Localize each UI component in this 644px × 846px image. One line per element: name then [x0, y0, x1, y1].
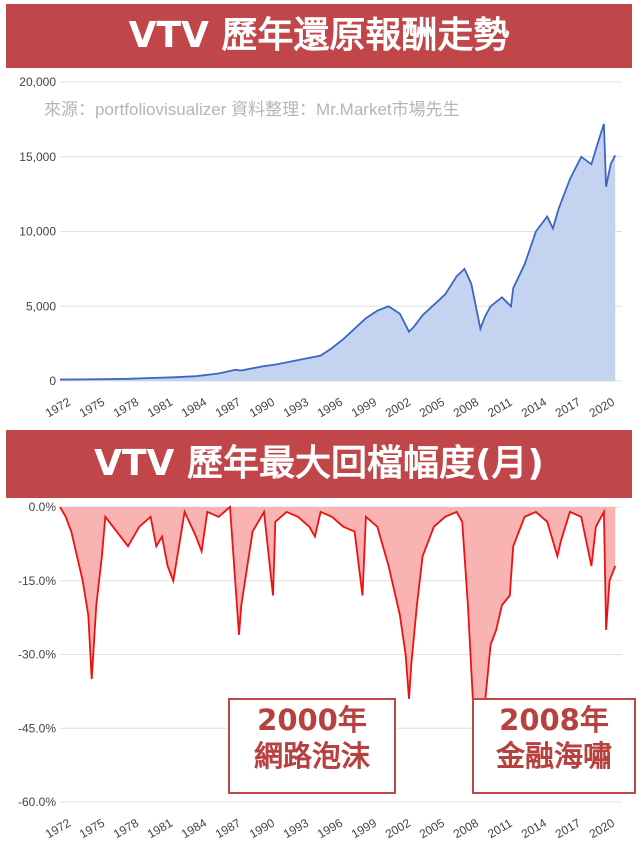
bottom-chart-y-ticks: 0.0% -15.0% -30.0% -45.0% -60.0%: [18, 500, 56, 809]
x-tick-label: 1972: [43, 816, 73, 842]
x-tick-label: 1984: [179, 816, 209, 842]
x-tick-label: 2002: [383, 816, 413, 842]
x-tick-label: 1993: [281, 816, 311, 842]
x-tick-label: 2005: [417, 816, 447, 842]
y-tick-label: -45.0%: [18, 721, 56, 735]
x-tick-label: 2005: [417, 395, 447, 421]
x-tick-label: 1972: [43, 395, 73, 421]
x-tick-label: 1993: [281, 395, 311, 421]
x-tick-label: 1975: [77, 395, 107, 421]
x-tick-label: 1978: [111, 816, 141, 842]
y-tick-label: -60.0%: [18, 795, 56, 809]
crisis-callout-year: 2008年: [499, 703, 609, 737]
y-tick-label: -15.0%: [18, 574, 56, 588]
y-tick-label: 5,000: [26, 299, 56, 313]
top-chart-y-ticks: 0 5,000 10,000 15,000 20,000: [19, 75, 56, 388]
x-tick-label: 1981: [145, 816, 175, 842]
x-tick-label: 1996: [315, 395, 345, 421]
y-tick-label: 15,000: [19, 150, 56, 164]
y-tick-label: 0.0%: [29, 500, 57, 514]
x-tick-label: 1984: [179, 395, 209, 421]
x-tick-label: 2011: [485, 816, 515, 841]
x-tick-label: 1987: [213, 816, 243, 842]
x-tick-label: 2008: [451, 816, 481, 842]
x-tick-label: 1999: [349, 395, 379, 421]
bottom-chart-x-ticks: 1972 1975 1978 1981 1984 1987 1990 1993 1996 1999…: [43, 816, 617, 842]
bottom-chart-title-banner: VTV 歷年最大回檔幅度(月): [6, 430, 632, 498]
x-tick-label: 1999: [349, 816, 379, 842]
x-tick-label: 2017: [553, 395, 583, 421]
x-tick-label: 1975: [77, 816, 107, 842]
x-tick-label: 2020: [587, 816, 617, 842]
top-chart-line: [59, 123, 617, 381]
x-tick-label: 2002: [383, 395, 413, 421]
x-tick-label: 2008: [451, 395, 481, 421]
y-tick-label: 0: [49, 374, 56, 388]
top-chart-x-ticks: 1972 1975 1978 1981 1984 1987 1990 1993 1996 1999…: [43, 395, 617, 421]
financial-crisis-callout: 2008年 金融海嘯: [472, 698, 636, 794]
source-note: 來源：portfoliovisualizer 資料整理：Mr.Market市場先…: [44, 100, 460, 119]
x-tick-label: 2017: [553, 816, 583, 842]
x-tick-label: 1987: [213, 395, 243, 421]
x-tick-label: 1978: [111, 395, 141, 421]
x-tick-label: 1990: [247, 395, 277, 421]
x-tick-label: 1981: [145, 395, 175, 421]
dotcom-callout-label: 網路泡沫: [253, 739, 370, 773]
top-chart-title-banner: VTV 歷年還原報酬走勢: [6, 4, 632, 68]
x-tick-label: 2014: [519, 395, 549, 421]
x-tick-label: 1990: [247, 816, 277, 842]
y-tick-label: 10,000: [19, 225, 56, 239]
x-tick-label: 1996: [315, 816, 345, 842]
x-tick-label: 2020: [587, 395, 617, 421]
dotcom-callout-year: 2000年: [257, 703, 367, 737]
y-tick-label: 20,000: [19, 75, 56, 89]
x-tick-label: 2014: [519, 816, 549, 842]
x-tick-label: 2011: [485, 395, 515, 420]
y-tick-label: -30.0%: [18, 648, 56, 662]
top-chart-area: [60, 123, 616, 382]
dotcom-bubble-callout: 2000年 網路泡沫: [228, 698, 396, 794]
crisis-callout-label: 金融海嘯: [495, 739, 612, 773]
